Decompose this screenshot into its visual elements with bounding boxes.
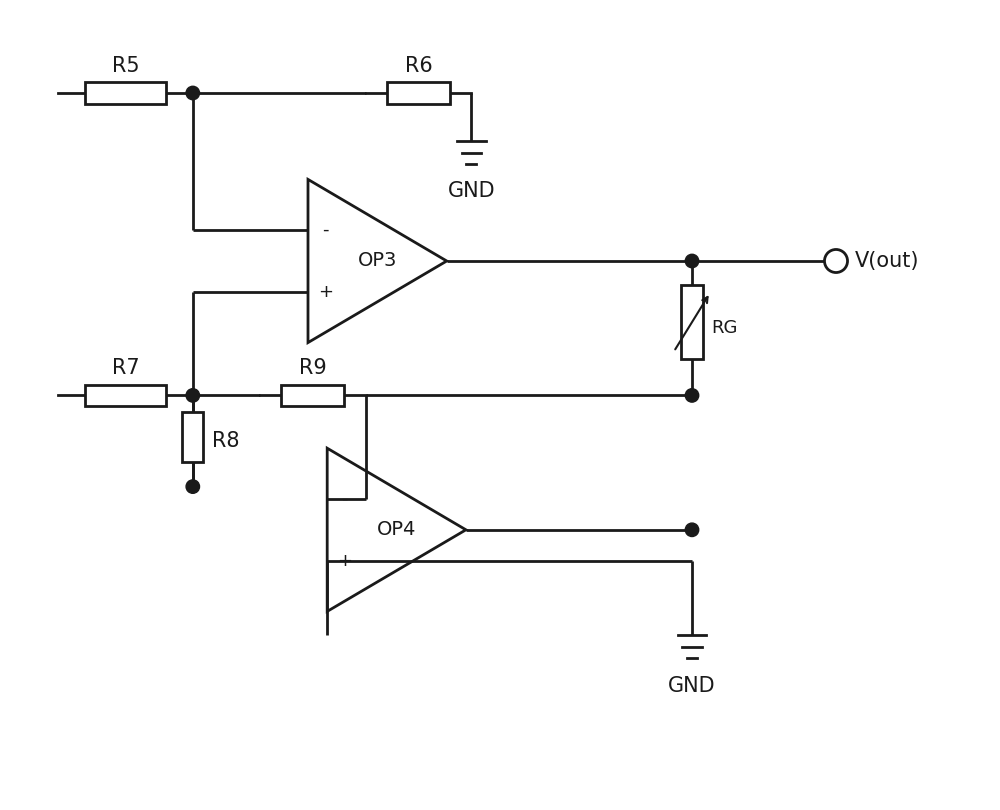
Text: R6: R6 — [405, 56, 432, 75]
Circle shape — [685, 254, 699, 268]
Text: R9: R9 — [299, 358, 327, 378]
Text: +: + — [337, 552, 352, 569]
Text: R5: R5 — [112, 56, 139, 75]
Bar — [85, 385, 166, 406]
Circle shape — [186, 389, 200, 402]
Text: -: - — [322, 221, 329, 239]
Bar — [85, 83, 166, 104]
Text: OP4: OP4 — [377, 520, 416, 539]
Text: R8: R8 — [212, 432, 240, 451]
Bar — [182, 411, 203, 462]
Text: GND: GND — [447, 181, 495, 202]
Text: GND: GND — [668, 676, 716, 696]
Text: RG: RG — [711, 319, 738, 337]
Bar — [387, 83, 450, 104]
Circle shape — [685, 389, 699, 402]
Bar — [281, 385, 344, 406]
Text: R7: R7 — [112, 358, 139, 378]
Circle shape — [685, 523, 699, 536]
Text: V(out): V(out) — [855, 251, 920, 271]
Circle shape — [824, 249, 848, 272]
Text: +: + — [318, 283, 333, 301]
Text: OP3: OP3 — [358, 251, 397, 271]
Circle shape — [186, 480, 200, 493]
Circle shape — [186, 87, 200, 100]
Bar — [681, 285, 703, 359]
Text: -: - — [341, 490, 348, 508]
